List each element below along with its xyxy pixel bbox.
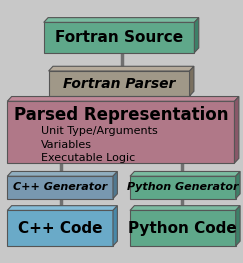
Text: Unit Type/Arguments: Unit Type/Arguments [41,126,158,136]
Polygon shape [44,18,199,22]
Text: C++ Code: C++ Code [18,221,102,236]
Text: Variables: Variables [41,139,92,150]
Text: Parsed Representation: Parsed Representation [14,106,228,124]
Polygon shape [130,210,236,246]
Text: Fortran Parser: Fortran Parser [63,77,175,90]
Polygon shape [7,210,113,246]
Polygon shape [113,171,117,199]
Polygon shape [49,66,194,71]
Polygon shape [7,176,113,199]
Polygon shape [234,97,239,163]
Polygon shape [7,171,117,176]
Polygon shape [190,66,194,96]
Polygon shape [44,22,194,53]
Polygon shape [7,101,234,163]
Polygon shape [113,206,117,246]
Polygon shape [194,18,199,53]
Text: Fortran Source: Fortran Source [55,30,183,45]
Polygon shape [49,71,190,96]
Polygon shape [7,206,117,210]
Polygon shape [130,176,236,199]
Polygon shape [130,206,240,210]
Text: Python Code: Python Code [129,221,237,236]
Text: C++ Generator: C++ Generator [13,182,107,193]
Text: Executable Logic: Executable Logic [41,153,136,163]
Text: Python Generator: Python Generator [127,182,239,193]
Polygon shape [7,97,239,101]
Polygon shape [236,206,240,246]
Polygon shape [236,171,240,199]
Polygon shape [130,171,240,176]
